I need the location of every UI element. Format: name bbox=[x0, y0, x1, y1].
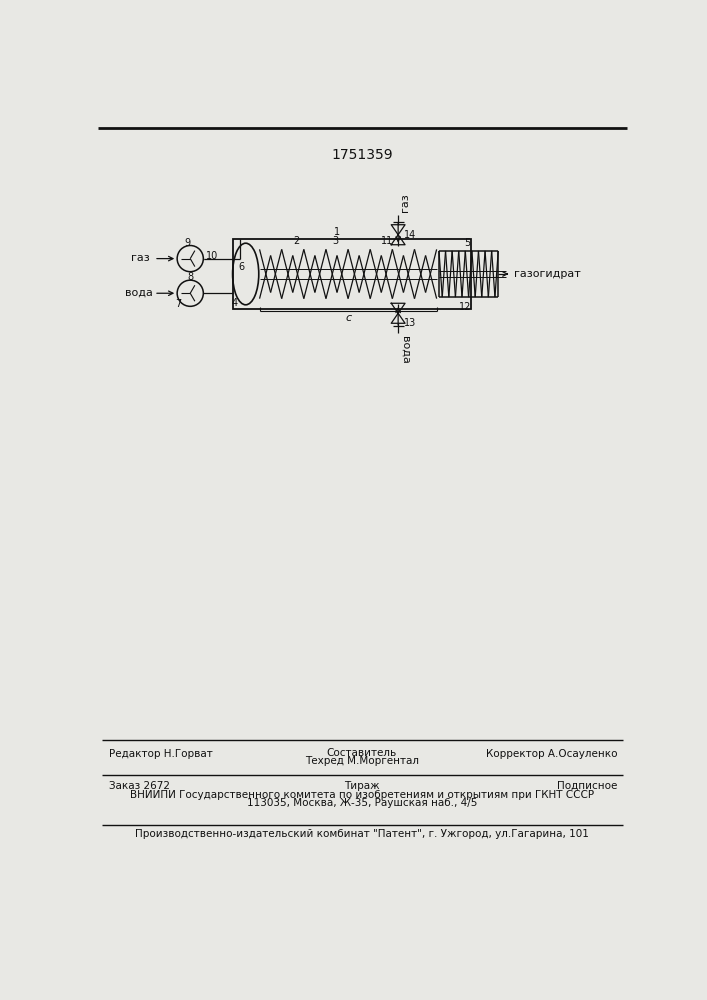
Text: Составитель: Составитель bbox=[327, 748, 397, 758]
Text: газ: газ bbox=[400, 194, 411, 212]
Text: Заказ 2672: Заказ 2672 bbox=[110, 781, 170, 791]
Text: 5: 5 bbox=[464, 238, 471, 248]
Text: газ: газ bbox=[131, 253, 150, 263]
Text: вода: вода bbox=[400, 336, 411, 363]
Text: 3: 3 bbox=[332, 236, 338, 246]
Text: Производственно-издательский комбинат "Патент", г. Ужгород, ул.Гагарина, 101: Производственно-издательский комбинат "П… bbox=[135, 829, 589, 839]
Text: 14: 14 bbox=[404, 231, 416, 240]
Text: c: c bbox=[345, 313, 351, 323]
Text: 1: 1 bbox=[334, 227, 339, 237]
Text: 8: 8 bbox=[187, 272, 193, 282]
Text: 13: 13 bbox=[404, 318, 416, 328]
Text: Подписное: Подписное bbox=[557, 781, 618, 791]
Text: 1751359: 1751359 bbox=[331, 148, 393, 162]
Text: 2: 2 bbox=[293, 236, 300, 246]
Text: Корректор А.Осауленко: Корректор А.Осауленко bbox=[486, 749, 618, 759]
Text: Техред М.Моргентал: Техред М.Моргентал bbox=[305, 756, 419, 766]
Text: Редактор Н.Горват: Редактор Н.Горват bbox=[110, 749, 213, 759]
Text: Тираж: Тираж bbox=[344, 781, 380, 791]
Text: 9: 9 bbox=[185, 238, 191, 248]
Text: 113035, Москва, Ж-35, Раушская наб., 4/5: 113035, Москва, Ж-35, Раушская наб., 4/5 bbox=[247, 798, 477, 808]
Text: ВНИИПИ Государственного комитета по изобретениям и открытиям при ГКНТ СССР: ВНИИПИ Государственного комитета по изоб… bbox=[130, 790, 594, 800]
Text: газогидрат: газогидрат bbox=[514, 269, 580, 279]
Text: 7: 7 bbox=[175, 299, 181, 309]
Bar bbox=[233, 239, 472, 309]
Text: 6: 6 bbox=[238, 262, 244, 272]
Text: 12: 12 bbox=[459, 302, 472, 312]
Text: вода: вода bbox=[125, 287, 153, 297]
Text: 4: 4 bbox=[231, 298, 237, 308]
Text: 10: 10 bbox=[206, 251, 218, 261]
Text: 11: 11 bbox=[380, 236, 392, 246]
